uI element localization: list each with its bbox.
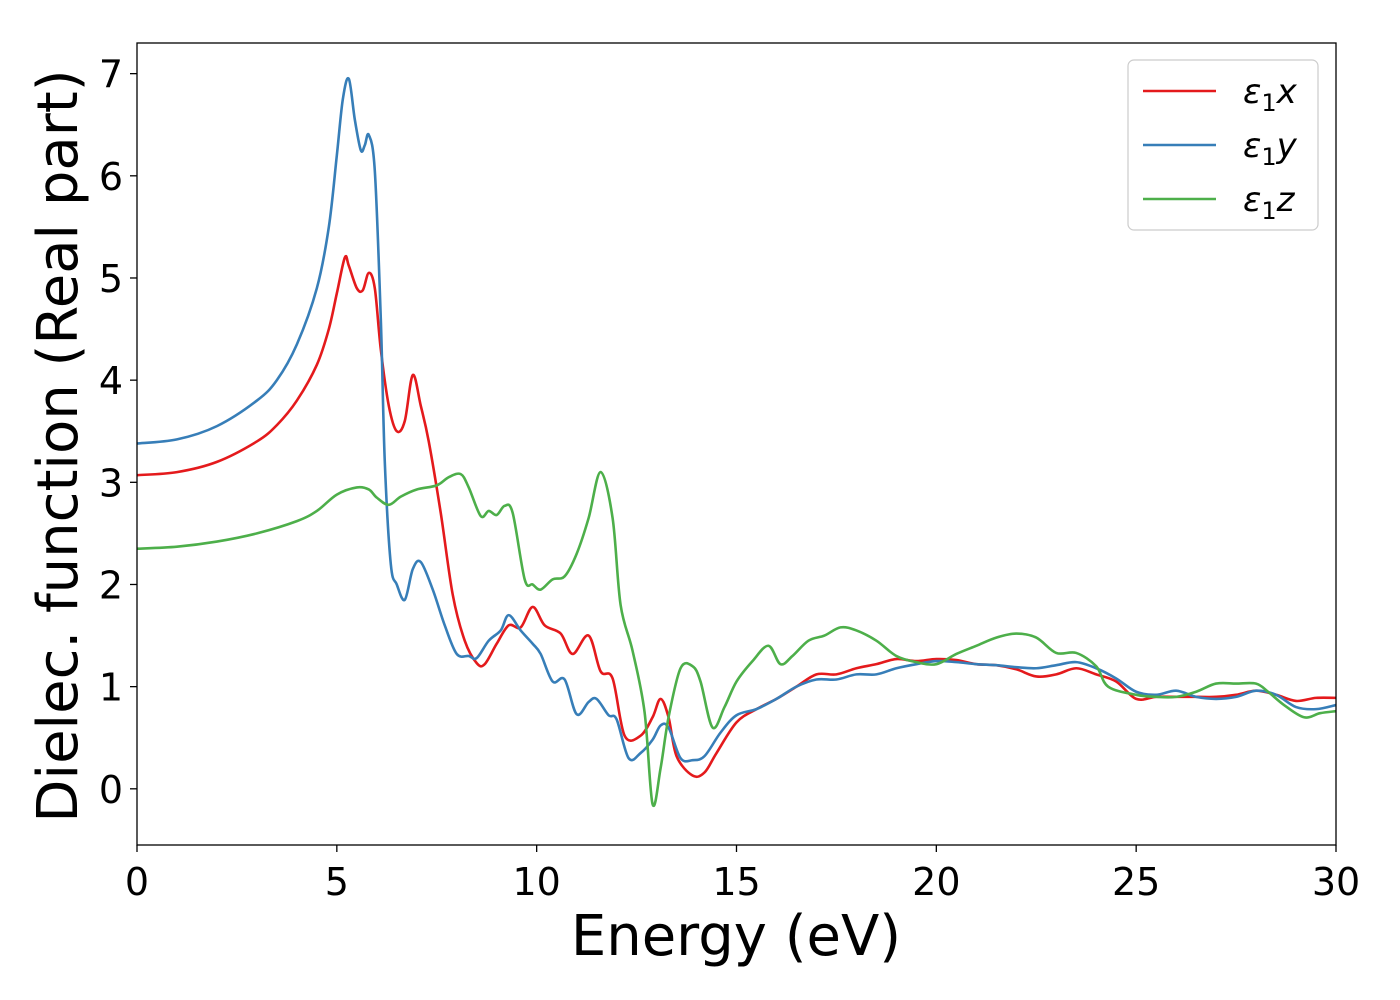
- x-tick-label: 25: [1112, 860, 1160, 904]
- y-tick-label: 3: [99, 461, 123, 505]
- y-tick-label: 1: [99, 666, 123, 710]
- x-tick-label: 15: [712, 860, 760, 904]
- legend-label-y: ε1y: [1243, 126, 1298, 171]
- series-line-x: [137, 254, 1336, 779]
- y-tick-label: 4: [99, 359, 123, 403]
- y-tick-label: 6: [99, 155, 123, 199]
- legend-box: [1127, 59, 1319, 231]
- x-tick-label: 10: [512, 860, 560, 904]
- x-tick-label: 30: [1312, 860, 1360, 904]
- x-tick-label: 20: [912, 860, 960, 904]
- y-tick-label: 2: [99, 563, 123, 607]
- series-layer: [137, 76, 1336, 808]
- y-axis-title: Dielec. function (Real part): [26, 69, 91, 822]
- y-tick-label: 7: [99, 53, 123, 97]
- y-tick-label: 0: [99, 768, 123, 812]
- x-axis-title: Energy (eV): [571, 904, 901, 969]
- series-line-y: [137, 76, 1336, 763]
- y-tick-label: 5: [99, 257, 123, 301]
- y-axis: 0 1 2 3 4 5 6 7: [99, 53, 137, 812]
- x-tick-label: 5: [325, 860, 349, 904]
- legend-label-x: ε1x: [1243, 72, 1298, 117]
- x-axis: 0 5 10 15 20 25 30: [125, 845, 1360, 904]
- legend-label-z: ε1z: [1243, 180, 1296, 225]
- series-line-z: [137, 470, 1336, 808]
- x-tick-label: 0: [125, 860, 149, 904]
- legend: ε1x ε1y ε1z: [1127, 59, 1319, 231]
